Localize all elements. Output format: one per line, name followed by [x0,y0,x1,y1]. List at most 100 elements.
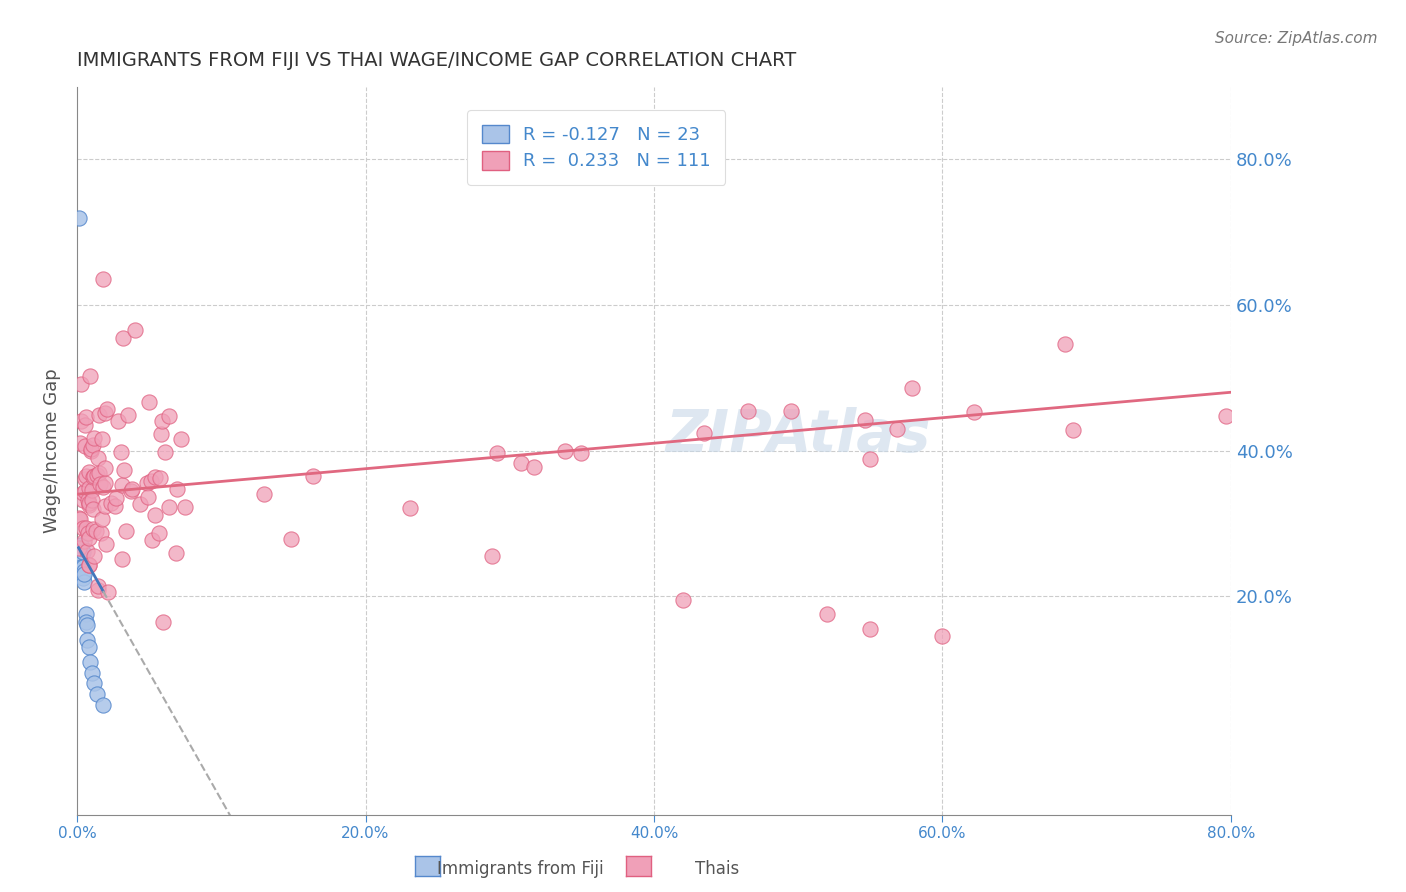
Point [75,418,97,433]
Point [94,499,117,513]
Point [75,615,97,629]
Point [931,629,953,643]
Point [70,414,93,428]
Point [87,466,110,480]
Point [73,484,96,499]
Point [67,211,90,225]
Point [87,579,110,593]
Text: Source: ZipAtlas.com: Source: ZipAtlas.com [1215,31,1378,46]
Point [174,500,197,515]
Text: Thais: Thais [695,860,740,878]
Point [94,537,117,551]
Point [141,533,163,547]
Point [86,451,108,466]
Point [84,524,107,538]
Legend: R = -0.127   N = 23, R =  0.233   N = 111: R = -0.127 N = 23, R = 0.233 N = 111 [467,110,725,185]
Point [150,414,173,428]
Point [166,546,188,560]
Point [112,463,135,477]
Point [157,409,180,424]
Point [963,404,986,418]
Point [91,432,114,446]
Point [82,469,104,483]
Point [80,665,103,680]
Point [87,408,110,422]
Point [779,404,801,418]
Point [67,541,90,555]
Point [143,508,166,522]
Point [75,521,97,535]
Point [73,567,96,582]
Point [83,549,105,564]
Point [301,469,323,483]
Point [69,436,91,450]
Point [111,552,134,566]
Point [157,500,180,514]
Point [77,558,100,572]
Point [73,534,96,549]
Point [859,452,882,467]
Point [91,698,114,713]
Point [121,482,143,496]
Point [104,499,127,513]
Point [481,549,503,564]
Point [70,560,93,574]
Point [72,486,94,500]
Point [693,426,716,441]
Point [76,632,98,647]
Point [77,640,100,654]
Point [107,414,129,428]
Point [94,461,117,475]
Point [815,607,838,622]
Point [152,615,174,629]
Point [149,471,172,485]
Point [97,584,120,599]
Point [70,538,93,552]
Point [120,483,142,498]
Point [67,510,90,524]
Point [83,469,105,483]
Point [76,493,98,508]
Point [114,524,136,538]
Point [150,427,173,442]
Point [69,557,91,571]
Point [80,442,103,456]
Point [75,607,97,622]
Point [569,445,592,459]
Point [83,431,105,445]
Point [86,687,108,701]
Point [72,493,94,508]
Point [75,469,97,483]
Point [138,395,160,409]
Point [100,496,122,510]
Point [143,470,166,484]
Point [80,483,103,497]
Point [75,410,97,425]
Point [70,377,93,392]
Point [900,381,922,395]
Point [79,558,101,573]
Point [672,592,695,607]
Point [82,492,104,507]
Point [523,460,546,475]
Point [70,549,93,563]
Point [90,512,112,526]
Point [153,444,176,458]
Point [486,446,509,460]
Text: Immigrants from Fiji: Immigrants from Fiji [437,860,603,878]
Point [76,543,98,558]
Point [82,438,104,452]
Point [91,480,114,494]
Text: IMMIGRANTS FROM FIJI VS THAI WAGE/INCOME GAP CORRELATION CHART: IMMIGRANTS FROM FIJI VS THAI WAGE/INCOME… [77,51,796,70]
Point [73,574,96,589]
Point [105,491,128,505]
Point [72,571,94,585]
Point [554,443,576,458]
Point [136,490,159,504]
Point [148,525,170,540]
Point [89,476,111,491]
Point [76,618,98,632]
Point [77,465,100,479]
Point [82,522,104,536]
Point [737,404,759,418]
